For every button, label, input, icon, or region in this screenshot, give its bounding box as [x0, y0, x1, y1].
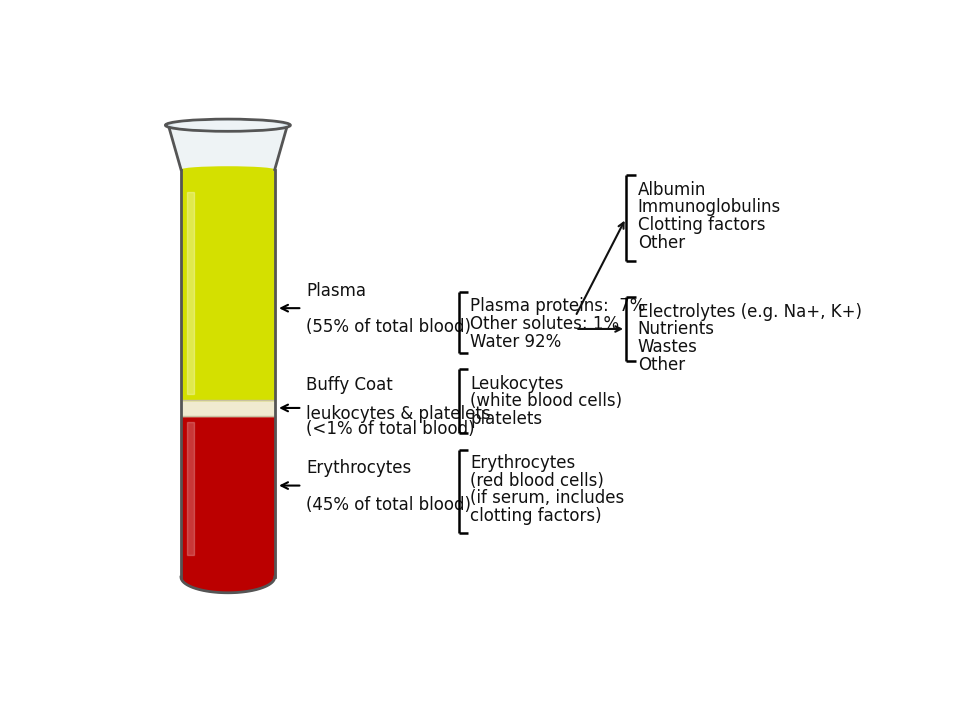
Ellipse shape	[181, 166, 275, 173]
Text: Other solutes: 1%: Other solutes: 1%	[470, 315, 619, 333]
Text: (white blood cells): (white blood cells)	[470, 392, 622, 410]
Text: Erythrocytes: Erythrocytes	[470, 454, 576, 472]
Polygon shape	[181, 400, 275, 416]
Text: Water 92%: Water 92%	[470, 333, 562, 351]
Text: platelets: platelets	[470, 410, 542, 428]
Polygon shape	[168, 125, 287, 169]
Text: Immunoglobulins: Immunoglobulins	[637, 199, 781, 217]
Text: Wastes: Wastes	[637, 338, 698, 356]
Text: Other: Other	[637, 234, 684, 252]
Text: Plasma: Plasma	[306, 282, 366, 300]
Text: Albumin: Albumin	[637, 181, 707, 199]
Polygon shape	[187, 192, 194, 394]
Text: clotting factors): clotting factors)	[470, 507, 602, 525]
Text: Plasma proteins:  7%: Plasma proteins: 7%	[470, 297, 646, 315]
Text: (45% of total blood): (45% of total blood)	[306, 495, 471, 513]
Polygon shape	[181, 416, 275, 577]
Text: Leukocytes: Leukocytes	[470, 374, 564, 392]
Ellipse shape	[165, 119, 290, 131]
Text: Buffy Coat: Buffy Coat	[306, 376, 393, 394]
Text: (if serum, includes: (if serum, includes	[470, 490, 625, 508]
Polygon shape	[187, 422, 194, 555]
Polygon shape	[181, 169, 275, 400]
Text: Other: Other	[637, 356, 684, 374]
Text: Erythrocytes: Erythrocytes	[306, 459, 411, 477]
Ellipse shape	[173, 121, 283, 130]
Text: Nutrients: Nutrients	[637, 320, 715, 338]
Text: (55% of total blood): (55% of total blood)	[306, 318, 471, 336]
Text: leukocytes & platelets: leukocytes & platelets	[306, 405, 491, 423]
Polygon shape	[181, 577, 275, 593]
Text: (<1% of total blood): (<1% of total blood)	[306, 420, 474, 438]
Text: (red blood cells): (red blood cells)	[470, 472, 604, 490]
Text: Clotting factors: Clotting factors	[637, 216, 765, 234]
Text: Electrolytes (e.g. Na+, K+): Electrolytes (e.g. Na+, K+)	[637, 302, 862, 320]
